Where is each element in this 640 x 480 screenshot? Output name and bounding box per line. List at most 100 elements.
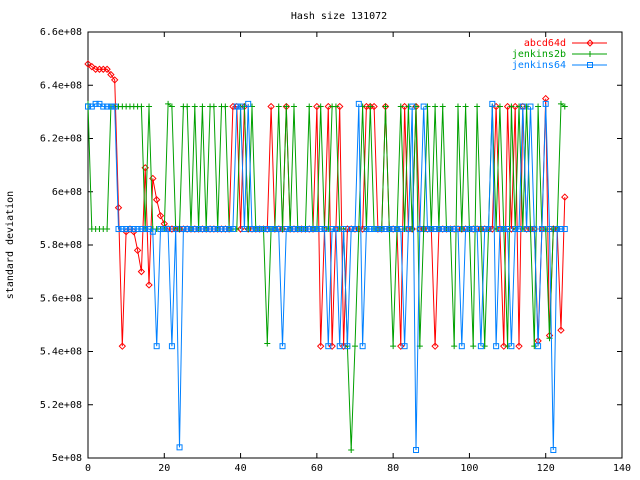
data-point-jenkins64 bbox=[123, 226, 130, 233]
data-point-jenkins64 bbox=[531, 226, 538, 233]
data-point-jenkins2b bbox=[325, 226, 332, 233]
data-point-jenkins64 bbox=[352, 226, 358, 233]
data-point-jenkins2b bbox=[191, 103, 198, 110]
data-point-abcd64d bbox=[370, 102, 378, 111]
data-point-jenkins2b bbox=[352, 343, 358, 350]
data-point-jenkins64 bbox=[405, 226, 412, 233]
legend-entry-jenkins64: jenkins64 bbox=[512, 60, 607, 71]
data-point-jenkins64 bbox=[344, 343, 351, 350]
data-point-abcd64d bbox=[156, 212, 165, 220]
data-point-jenkins64 bbox=[546, 226, 553, 233]
data-point-jenkins2b bbox=[367, 103, 374, 110]
data-point-abcd64d bbox=[107, 70, 115, 79]
data-point-jenkins2b bbox=[290, 103, 297, 110]
data-point-jenkins64 bbox=[149, 228, 156, 235]
data-point-abcd64d bbox=[503, 102, 512, 111]
data-point-jenkins2b bbox=[279, 226, 286, 233]
data-point-jenkins64 bbox=[386, 226, 393, 233]
data-point-jenkins2b bbox=[561, 103, 568, 110]
y-tick-label: 6.6e+08 bbox=[40, 27, 82, 38]
data-point-jenkins64 bbox=[245, 100, 252, 107]
data-point-jenkins64 bbox=[474, 226, 481, 233]
data-point-jenkins64 bbox=[413, 447, 420, 454]
data-point-jenkins64 bbox=[432, 226, 439, 233]
data-point-jenkins2b bbox=[264, 340, 271, 347]
data-point-abcd64d bbox=[316, 342, 325, 350]
legend-marker bbox=[587, 51, 593, 57]
data-point-jenkins64 bbox=[275, 226, 282, 233]
data-point-jenkins2b bbox=[390, 343, 397, 350]
data-point-jenkins64 bbox=[485, 226, 492, 233]
data-point-abcd64d bbox=[431, 342, 439, 350]
data-point-jenkins2b bbox=[176, 226, 183, 233]
data-point-jenkins64 bbox=[256, 226, 263, 233]
data-point-jenkins64 bbox=[554, 226, 561, 233]
legend-marker bbox=[587, 62, 593, 68]
data-point-jenkins64 bbox=[237, 103, 244, 110]
data-point-jenkins2b bbox=[508, 103, 515, 110]
data-point-jenkins64 bbox=[210, 226, 217, 233]
data-point-jenkins64 bbox=[561, 226, 568, 233]
y-tick-label: 5.6e+08 bbox=[40, 293, 82, 304]
data-point-jenkins64 bbox=[214, 226, 221, 233]
data-point-jenkins64 bbox=[298, 226, 305, 233]
data-point-abcd64d bbox=[328, 342, 336, 350]
data-point-jenkins64 bbox=[134, 226, 141, 233]
data-point-jenkins64 bbox=[332, 226, 339, 233]
data-point-abcd64d bbox=[103, 65, 111, 73]
legend-marker bbox=[586, 39, 594, 47]
data-point-jenkins64 bbox=[523, 226, 530, 233]
y-tick-label: 6.4e+08 bbox=[40, 80, 82, 91]
data-point-jenkins64 bbox=[538, 226, 545, 233]
data-point-jenkins64 bbox=[222, 226, 229, 233]
legend-entry-jenkins2b: jenkins2b bbox=[512, 49, 607, 60]
data-point-abcd64d bbox=[267, 102, 275, 111]
data-point-jenkins2b bbox=[222, 103, 229, 110]
data-point-jenkins64 bbox=[302, 226, 309, 233]
data-point-jenkins64 bbox=[142, 226, 149, 233]
data-point-jenkins2b bbox=[405, 103, 412, 110]
y-tick-label: 5e+08 bbox=[52, 453, 82, 464]
data-point-jenkins64 bbox=[348, 226, 355, 233]
x-tick-label: 0 bbox=[85, 463, 91, 474]
data-point-jenkins64 bbox=[454, 226, 461, 233]
data-point-jenkins64 bbox=[466, 226, 473, 233]
data-point-jenkins2b bbox=[210, 103, 217, 110]
data-point-jenkins2b bbox=[424, 103, 431, 110]
data-point-jenkins2b bbox=[432, 103, 439, 110]
data-point-jenkins64 bbox=[126, 226, 133, 233]
data-point-jenkins64 bbox=[172, 226, 179, 233]
y-tick-label: 5.2e+08 bbox=[40, 400, 82, 411]
data-point-jenkins2b bbox=[306, 103, 313, 110]
data-point-jenkins64 bbox=[477, 343, 484, 350]
data-point-jenkins64 bbox=[363, 226, 370, 233]
data-point-jenkins64 bbox=[355, 100, 362, 107]
data-point-abcd64d bbox=[492, 102, 500, 111]
data-point-jenkins64 bbox=[252, 226, 259, 233]
data-point-jenkins64 bbox=[420, 103, 427, 110]
data-point-jenkins64 bbox=[516, 226, 523, 233]
data-point-jenkins64 bbox=[260, 226, 267, 233]
data-point-jenkins64 bbox=[317, 226, 324, 233]
data-point-jenkins64 bbox=[294, 226, 301, 233]
data-point-jenkins64 bbox=[207, 226, 214, 233]
data-point-jenkins2b bbox=[496, 103, 503, 110]
data-point-abcd64d bbox=[324, 102, 333, 111]
data-point-jenkins2b bbox=[199, 103, 206, 110]
data-point-jenkins64 bbox=[191, 226, 198, 233]
data-point-jenkins2b bbox=[245, 226, 252, 233]
data-point-jenkins64 bbox=[329, 226, 336, 233]
data-point-jenkins64 bbox=[203, 226, 210, 233]
data-point-jenkins64 bbox=[233, 103, 240, 110]
data-point-abcd64d bbox=[400, 102, 409, 111]
data-point-jenkins64 bbox=[115, 226, 122, 233]
data-point-jenkins64 bbox=[310, 226, 317, 233]
data-point-jenkins2b bbox=[275, 103, 282, 110]
data-point-jenkins64 bbox=[85, 103, 91, 110]
data-point-jenkins64 bbox=[92, 100, 99, 107]
data-point-jenkins64 bbox=[130, 226, 137, 233]
data-point-jenkins2b bbox=[439, 103, 446, 110]
data-point-jenkins64 bbox=[180, 226, 187, 233]
data-point-abcd64d bbox=[500, 342, 508, 350]
data-point-jenkins64 bbox=[157, 226, 164, 233]
